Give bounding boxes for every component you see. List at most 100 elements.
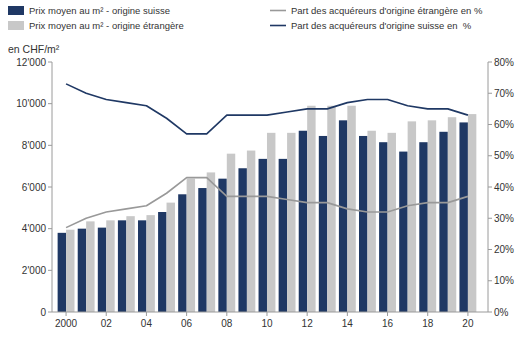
y2-tick-label: 0% bbox=[494, 307, 509, 318]
y-tick bbox=[48, 62, 52, 63]
legend-swatch bbox=[270, 10, 286, 12]
bar bbox=[367, 131, 375, 312]
bar bbox=[287, 133, 295, 312]
y2-tick-label: 70% bbox=[494, 88, 514, 99]
chart: 20000204060810121416182002'0004'0006'000… bbox=[0, 0, 530, 340]
bar bbox=[448, 117, 456, 312]
x-tick bbox=[226, 312, 227, 316]
bar bbox=[399, 152, 407, 312]
y-tick-label: 10'000 bbox=[16, 98, 46, 109]
plot-area bbox=[58, 84, 477, 312]
x-tick bbox=[186, 312, 187, 316]
y-tick bbox=[48, 270, 52, 271]
x-tick bbox=[467, 312, 468, 316]
legend-label: Part des acquéreurs d'origine suisse en … bbox=[291, 20, 472, 31]
y-tick bbox=[48, 312, 52, 313]
x-tick bbox=[146, 312, 147, 316]
x-tick-label: 06 bbox=[181, 318, 193, 329]
bar bbox=[106, 220, 114, 312]
x-tick-label: 16 bbox=[382, 318, 394, 329]
bar bbox=[158, 212, 166, 312]
x-axis-line bbox=[52, 312, 488, 313]
bar bbox=[218, 179, 226, 312]
y2-tick bbox=[488, 93, 492, 94]
bar bbox=[178, 194, 186, 312]
x-tick bbox=[106, 312, 107, 316]
bar bbox=[238, 168, 246, 312]
y-tick-label: 8'000 bbox=[22, 140, 47, 151]
x-tick bbox=[387, 312, 388, 316]
legend-label: Part des acquéreurs d'origine étrangère … bbox=[291, 5, 483, 16]
bar bbox=[439, 132, 447, 312]
bar bbox=[267, 133, 275, 312]
y2-tick bbox=[488, 218, 492, 219]
bar bbox=[187, 179, 195, 312]
y2-tick-label: 50% bbox=[494, 150, 514, 161]
x-tick-label: 04 bbox=[141, 318, 153, 329]
bar bbox=[408, 121, 416, 312]
y2-tick-label: 40% bbox=[494, 182, 514, 193]
bar bbox=[359, 136, 367, 312]
bar bbox=[78, 229, 86, 312]
y2-tick bbox=[488, 62, 492, 63]
x-tick-label: 14 bbox=[342, 318, 354, 329]
bar bbox=[167, 203, 175, 312]
x-tick-label: 18 bbox=[422, 318, 434, 329]
x-tick-label: 12 bbox=[302, 318, 314, 329]
legend-label: Prix moyen au m² - origine suisse bbox=[29, 5, 170, 16]
y2-tick-label: 30% bbox=[494, 213, 514, 224]
y-axis-label: en CHF/m² bbox=[8, 43, 60, 55]
bar bbox=[388, 133, 396, 312]
bar bbox=[207, 172, 215, 312]
y-tick-label: 4'000 bbox=[22, 223, 47, 234]
legend-swatch bbox=[270, 25, 286, 27]
bar bbox=[66, 230, 74, 312]
line bbox=[66, 84, 468, 134]
bar bbox=[339, 120, 347, 312]
y-tick bbox=[48, 103, 52, 104]
y2-tick bbox=[488, 280, 492, 281]
bar bbox=[319, 136, 327, 312]
bar bbox=[247, 151, 255, 312]
legend-swatch bbox=[8, 6, 24, 15]
x-tick bbox=[427, 312, 428, 316]
x-tick-label: 10 bbox=[261, 318, 273, 329]
y-tick-label: 12'000 bbox=[16, 57, 46, 68]
y2-tick bbox=[488, 249, 492, 250]
bar bbox=[86, 221, 94, 312]
bar bbox=[307, 106, 315, 312]
bar bbox=[419, 142, 427, 312]
bar bbox=[299, 131, 307, 312]
bar bbox=[98, 228, 106, 312]
x-tick-label: 02 bbox=[101, 318, 113, 329]
bar bbox=[279, 159, 287, 312]
x-tick bbox=[307, 312, 308, 316]
y2-tick-label: 10% bbox=[494, 275, 514, 286]
y-tick-label: 6'000 bbox=[22, 182, 47, 193]
x-tick-label: 20 bbox=[462, 318, 474, 329]
line bbox=[66, 178, 468, 228]
bar bbox=[327, 106, 335, 312]
y2-tick-label: 80% bbox=[494, 57, 514, 68]
y2-tick-label: 20% bbox=[494, 244, 514, 255]
legend-label: Prix moyen au m² - origine étrangère bbox=[29, 20, 184, 31]
y-tick-label: 2'000 bbox=[22, 265, 47, 276]
bar bbox=[146, 215, 154, 312]
x-tick bbox=[347, 312, 348, 316]
y-tick bbox=[48, 228, 52, 229]
bar bbox=[58, 233, 66, 312]
x-tick bbox=[266, 312, 267, 316]
bar bbox=[227, 154, 235, 312]
bar bbox=[198, 188, 206, 312]
y2-tick bbox=[488, 187, 492, 188]
x-tick bbox=[66, 312, 67, 316]
y2-tick bbox=[488, 124, 492, 125]
y2-tick-label: 60% bbox=[494, 119, 514, 130]
bar bbox=[468, 114, 476, 312]
bar bbox=[428, 120, 436, 312]
legend: Prix moyen au m² - origine suisse Prix mo… bbox=[8, 5, 483, 31]
bar bbox=[379, 142, 387, 312]
y2-tick bbox=[488, 312, 492, 313]
y-tick bbox=[48, 187, 52, 188]
y-tick-label: 0 bbox=[40, 307, 46, 318]
